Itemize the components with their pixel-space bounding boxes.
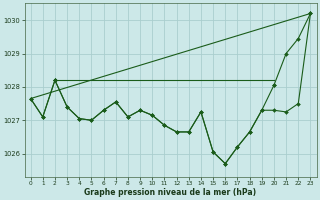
X-axis label: Graphe pression niveau de la mer (hPa): Graphe pression niveau de la mer (hPa): [84, 188, 257, 197]
